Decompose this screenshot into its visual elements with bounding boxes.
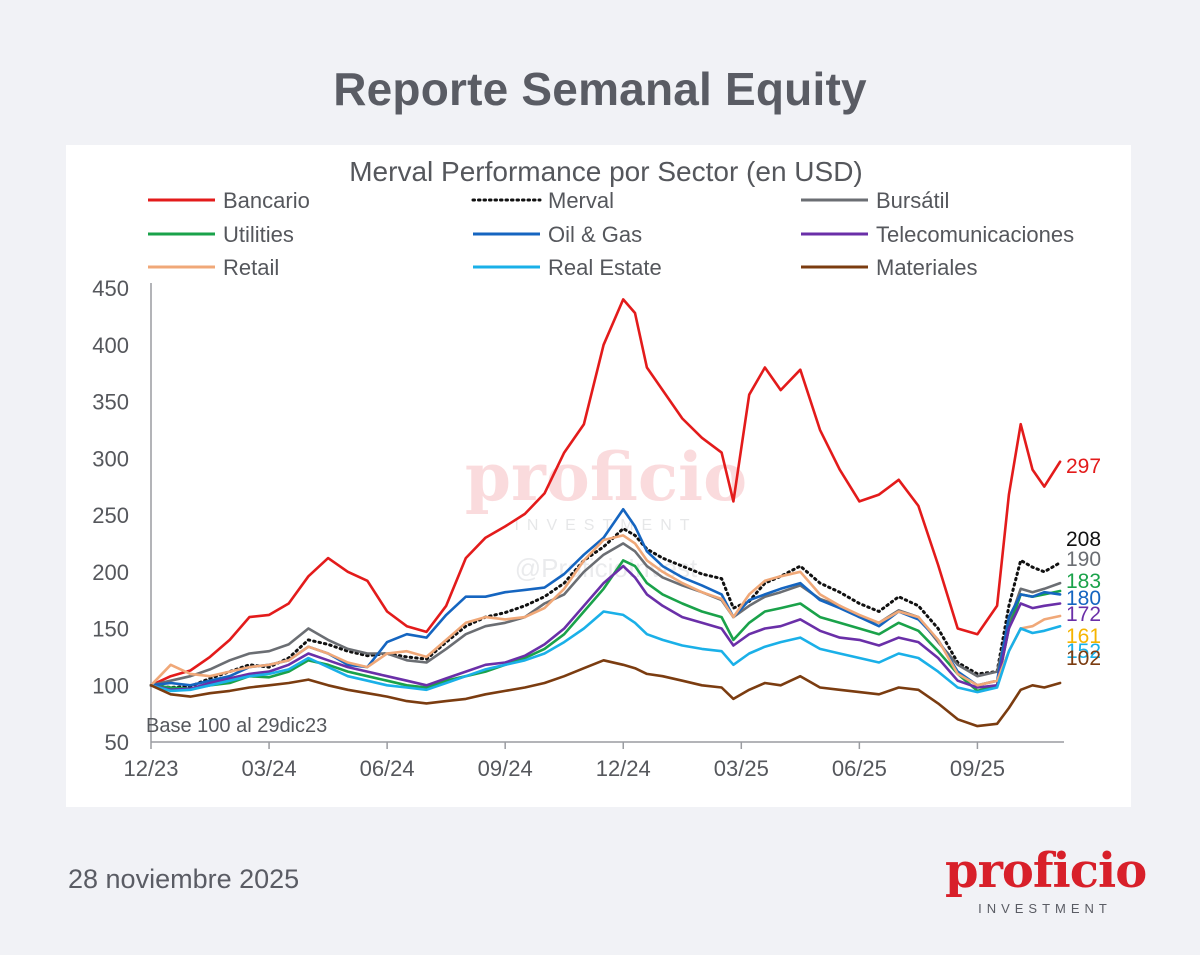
y-tick-label: 300 <box>92 446 129 471</box>
chart-title: Merval Performance por Sector (en USD) <box>349 156 863 187</box>
y-tick-label: 100 <box>92 673 129 698</box>
end-label-bancario: 297 <box>1066 455 1101 478</box>
series-line-telecomunicaciones <box>149 564 1062 692</box>
legend-label-real-estate: Real Estate <box>548 255 662 280</box>
end-label-materiales: 102 <box>1066 647 1101 670</box>
end-label-retail: 161 <box>1066 625 1101 648</box>
chart-series <box>149 298 1062 728</box>
y-tick-label: 400 <box>92 333 129 358</box>
legend-label-bancario: Bancario <box>223 188 310 213</box>
end-label-real-estate: 152 <box>1066 640 1101 663</box>
legend-label-retail: Retail <box>223 255 279 280</box>
end-label-oil-gas: 180 <box>1066 587 1101 610</box>
end-label-utilities: 183 <box>1066 570 1101 593</box>
brand-name: proficio <box>945 843 1147 899</box>
merval-sector-chart: proficio INVESTMENT @ProficioInvest Merv… <box>92 156 1101 781</box>
chart-legend: Bancario Merval Bursátil Utilities Oil & Gas… <box>148 188 1074 280</box>
series-line-bancario <box>149 298 1062 687</box>
brand-logo: proficio INVESTMENT <box>945 843 1147 923</box>
y-tick-label: 200 <box>92 560 129 585</box>
legend-label-oil-gas: Oil & Gas <box>548 222 642 247</box>
x-tick-label: 03/24 <box>242 756 297 781</box>
series-line-retail <box>149 534 1062 687</box>
report-date: 28 noviembre 2025 <box>68 864 300 894</box>
x-tick-label: 09/25 <box>950 756 1005 781</box>
watermark: proficio INVESTMENT @ProficioInvest <box>465 438 747 583</box>
x-tick-label: 12/23 <box>123 756 178 781</box>
y-tick-label: 150 <box>92 617 129 642</box>
legend-label-bursatil: Bursátil <box>876 188 949 213</box>
end-label-merval: 208 <box>1066 528 1101 551</box>
legend-label-utilities: Utilities <box>223 222 294 247</box>
watermark-sub-text: INVESTMENT <box>514 517 697 534</box>
x-tick-label: 06/25 <box>832 756 887 781</box>
series-line-merval <box>149 527 1062 689</box>
chart-note: Base 100 al 29dic23 <box>146 715 327 737</box>
y-tick-label: 350 <box>92 390 129 415</box>
chart-card: proficio INVESTMENT @ProficioInvest Merv… <box>66 145 1131 807</box>
end-label-telecomunicaciones: 172 <box>1066 603 1101 626</box>
x-tick-label: 09/24 <box>478 756 533 781</box>
legend-label-materiales: Materiales <box>876 255 977 280</box>
page-title: Reporte Semanal Equity <box>333 63 867 115</box>
end-label-bursatil: 190 <box>1066 548 1101 571</box>
brand-subtitle: INVESTMENT <box>978 901 1112 916</box>
x-tick-label: 03/25 <box>714 756 769 781</box>
chart-axes: 50 100 150 200 250 300 350 400 450 12/23 03/24 06/2… <box>92 276 1064 781</box>
y-tick-label: 450 <box>92 276 129 301</box>
watermark-logo-text: proficio <box>465 438 747 516</box>
x-tick-label: 06/24 <box>360 756 415 781</box>
y-tick-label: 50 <box>105 730 129 755</box>
x-tick-label: 12/24 <box>596 756 651 781</box>
series-line-materiales <box>149 659 1062 728</box>
series-line-real-estate <box>149 610 1062 694</box>
y-tick-label: 250 <box>92 503 129 528</box>
legend-label-merval: Merval <box>548 188 614 213</box>
watermark-handle: @ProficioInvest <box>515 553 698 583</box>
legend-label-telecomunicaciones: Telecomunicaciones <box>876 222 1074 247</box>
